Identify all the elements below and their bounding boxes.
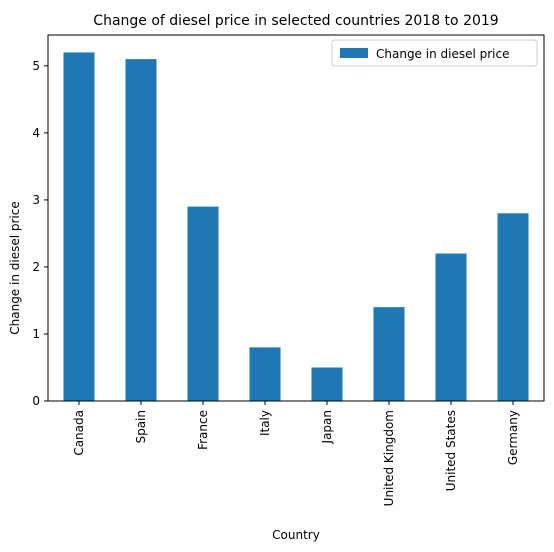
y-tick-label: 5 [32, 59, 40, 73]
bar-italy [249, 347, 281, 401]
x-tick-label: Italy [258, 410, 272, 436]
x-axis: Canada Spain France Italy Japan United Kingdo… [47, 34, 545, 506]
y-axis-label: Change in diesel price [8, 201, 22, 335]
bar-united-kingdom [373, 307, 405, 401]
y-axis: 0 1 2 3 4 5 [32, 59, 48, 408]
legend: Change in diesel price [331, 39, 538, 67]
bar-united-states [435, 253, 467, 401]
legend-box [331, 39, 538, 67]
bar-germany [497, 213, 529, 401]
y-tick-label: 4 [32, 126, 40, 140]
bars [63, 52, 529, 402]
bar-spain [125, 59, 157, 401]
bar-france [187, 206, 219, 401]
x-tick-label: United Kingdom [382, 410, 396, 506]
x-axis-label: Country [272, 528, 320, 542]
plot-area [48, 35, 544, 401]
axes-border [47, 34, 545, 402]
x-tick-label: France [196, 410, 210, 450]
chart-title: Change of diesel price in selected count… [93, 13, 498, 29]
y-tick-label: 3 [32, 193, 40, 207]
bar-japan [311, 367, 343, 401]
x-tick-label: Germany [506, 410, 520, 465]
y-tick-label: 0 [32, 394, 40, 408]
plot-background [48, 35, 544, 401]
x-tick-label: United States [444, 410, 458, 491]
y-tick-label: 1 [32, 327, 40, 341]
x-tick-label: Canada [72, 410, 86, 456]
bar-canada [63, 52, 95, 402]
x-tick-label: Japan [320, 410, 334, 444]
legend-swatch [340, 48, 368, 58]
y-tick-label: 2 [32, 260, 40, 274]
x-tick-label: Spain [134, 410, 148, 444]
legend-label: Change in diesel price [376, 47, 510, 61]
